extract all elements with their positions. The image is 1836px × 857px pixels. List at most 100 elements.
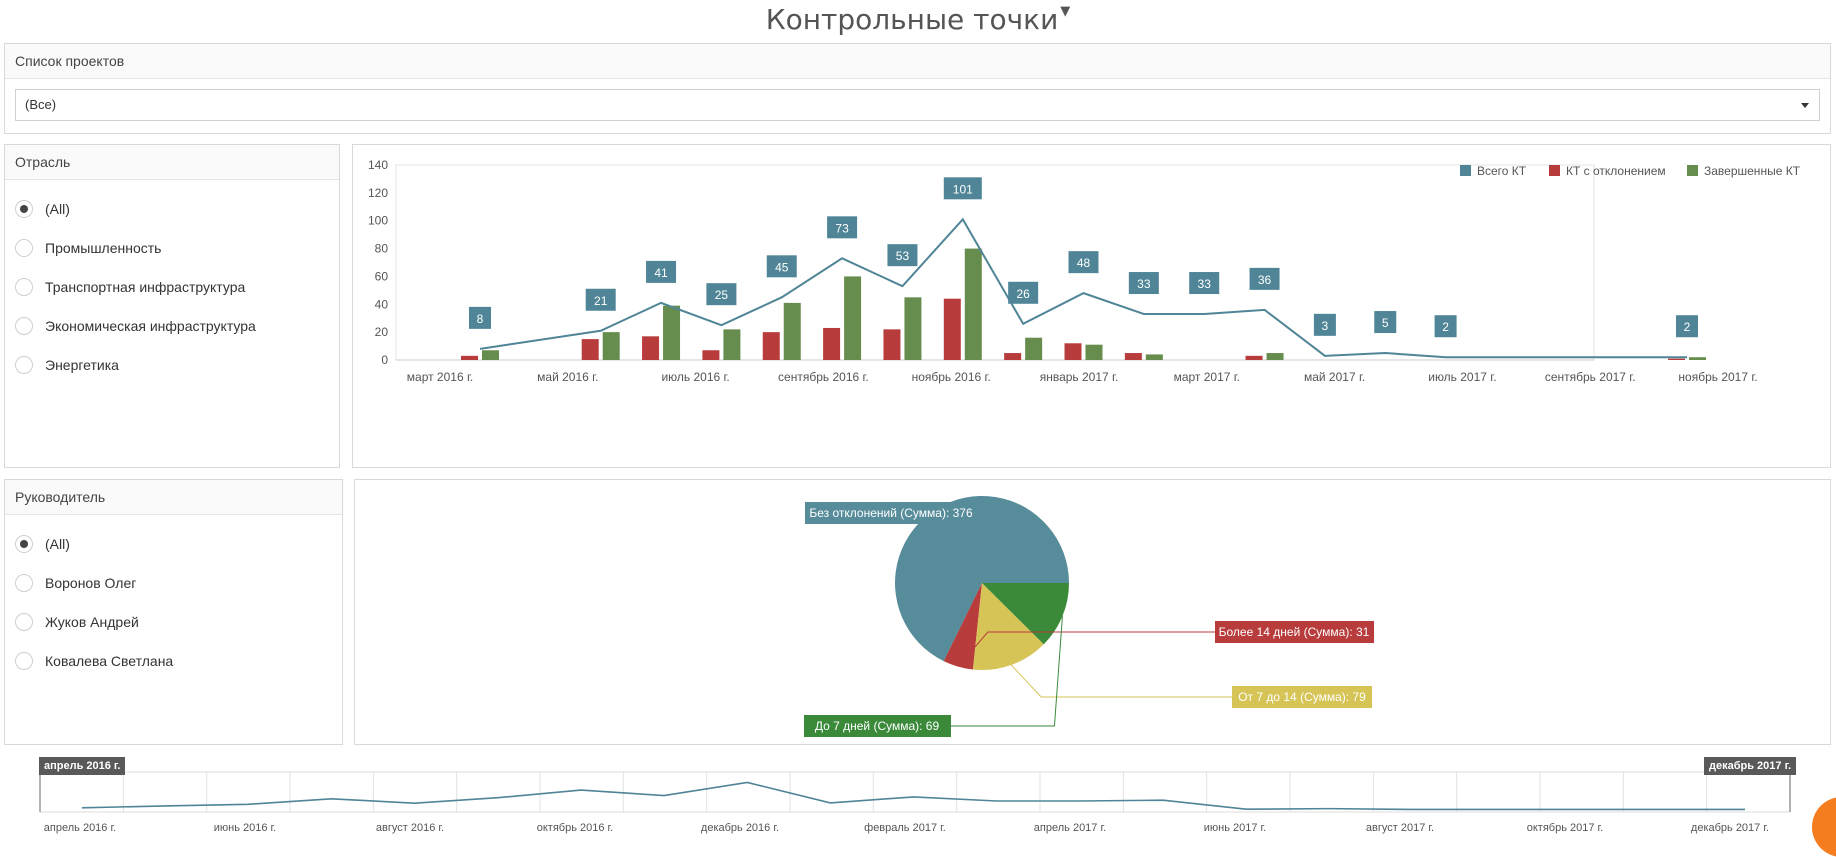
bar-deviation [1245, 355, 1263, 360]
data-label: 5 [1374, 311, 1397, 334]
data-label: 25 [706, 283, 737, 306]
data-label: 33 [1128, 272, 1159, 295]
timeline-tick-label: октябрь 2016 г. [537, 822, 614, 834]
bar-completed [602, 332, 620, 360]
bar-deviation [1124, 353, 1142, 360]
industry-option[interactable]: Энергетика [15, 345, 256, 384]
data-label-text: 73 [835, 221, 849, 235]
data-label: 33 [1189, 272, 1220, 295]
x-tick-label: сентябрь 2016 г. [778, 370, 869, 384]
y-tick-label: 20 [375, 325, 389, 339]
data-label: 73 [827, 216, 858, 239]
filter-icon[interactable]: ▼ [1060, 4, 1071, 19]
manager-option[interactable]: Ковалева Светлана [15, 641, 173, 680]
bar-completed [482, 350, 499, 360]
data-label-text: 33 [1198, 277, 1212, 291]
timeline-chart[interactable]: апрель 2016 г. июнь 2016 г. август 2016 г.… [0, 752, 1836, 843]
bar-deviation [1064, 343, 1082, 360]
industry-option[interactable]: Экономическая инфраструктура [15, 306, 256, 345]
y-tick-label: 120 [368, 186, 388, 200]
data-label-text: 2 [1684, 320, 1691, 334]
radio-button[interactable] [15, 316, 33, 335]
radio-button[interactable] [15, 534, 33, 553]
data-label: 45 [766, 255, 797, 278]
bar-deviation [1668, 358, 1685, 360]
data-label: 48 [1068, 251, 1099, 274]
milestones-bar-chart[interactable]: 0204060801001201408214125457353101264833… [353, 145, 1830, 467]
radio-button[interactable] [15, 651, 33, 670]
bar-completed [1266, 353, 1284, 360]
data-label-text: 2 [1442, 320, 1449, 334]
pie-label: Более 14 дней (Сумма): 31 [957, 621, 1374, 667]
bar-completed [1025, 337, 1043, 360]
y-tick-label: 0 [381, 353, 388, 367]
data-label: 41 [646, 260, 677, 283]
manager-option-label: Жуков Андрей [45, 613, 139, 630]
pie-slice [943, 583, 982, 670]
bar-chart-panel: 0 20 40 60 80 100 120 140 8 21 41 25 45 73 53 101 26 48 33… [352, 144, 1831, 468]
timeline-tick-label: февраль 2017 г. [864, 822, 946, 834]
manager-option[interactable]: Жуков Андрей [15, 602, 173, 641]
y-tick-label: 60 [375, 269, 389, 283]
chevron-down-icon[interactable] [1801, 103, 1809, 108]
deviation-pie-chart[interactable]: Без отклонений (Сумма): 376 Более 14 дней… [355, 480, 1830, 744]
x-tick-label: июль 2016 г. [661, 370, 729, 384]
data-label: 2 [1434, 315, 1457, 338]
timeline-tick-label: август 2016 г. [376, 822, 444, 834]
data-label: 101 [943, 177, 982, 200]
timeline-start-badge[interactable]: апрель 2016 г. [39, 757, 126, 775]
radio-button[interactable] [15, 355, 33, 374]
data-label-text: 33 [1137, 277, 1151, 291]
timeline-tick-label: декабрь 2016 г. [701, 822, 779, 834]
dashboard-title: Контрольные точки ▼ [0, 0, 1836, 40]
timeline-area [39, 771, 1791, 813]
bar-deviation [581, 339, 599, 360]
timeline-tick-label: август 2017 г. [1366, 822, 1434, 834]
radio-button[interactable] [15, 612, 33, 631]
bar-deviation [642, 336, 660, 360]
data-label: 26 [1008, 281, 1039, 304]
pie-slice [895, 496, 1069, 662]
industry-option[interactable]: Промышленность [15, 228, 256, 267]
projects-combobox[interactable]: (Все) [15, 89, 1820, 121]
y-tick-label: 40 [375, 297, 389, 311]
pie-label: От 7 до 14 (Сумма): 79 [1010, 664, 1372, 708]
industry-option[interactable]: (All) [15, 189, 256, 228]
timeline-end-badge[interactable]: декабрь 2017 г. [1704, 757, 1797, 775]
data-label-text: 53 [896, 249, 910, 263]
legend-item: КТ с отклонением [1549, 164, 1666, 178]
radio-button[interactable] [15, 199, 33, 218]
data-label-text: 36 [1258, 273, 1272, 287]
timeline-tick-label: декабрь 2017 г. [1691, 822, 1769, 834]
y-tick-label: 100 [368, 214, 388, 228]
industry-option[interactable]: Транспортная инфраструктура [15, 267, 256, 306]
bar-completed [1689, 357, 1706, 360]
projects-panel: Список проектов (Все) [4, 43, 1831, 134]
radio-button[interactable] [15, 277, 33, 296]
pie-label-text: Без отклонений (Сумма): 376 [809, 506, 973, 520]
timeline-tick-label: июнь 2016 г. [214, 822, 277, 834]
x-tick-label: январь 2017 г. [1040, 370, 1119, 384]
pie-label-text: Более 14 дней (Сумма): 31 [1219, 625, 1370, 639]
data-label-text: 21 [594, 294, 608, 308]
data-label-text: 41 [654, 266, 668, 280]
radio-button[interactable] [15, 573, 33, 592]
manager-option[interactable]: (All) [15, 524, 173, 563]
data-label-text: 48 [1077, 256, 1091, 270]
timeline-tick-label: июнь 2017 г. [1204, 822, 1267, 834]
timeline-range-selector[interactable]: апрель 2016 г. июнь 2016 г. август 2016 г.… [0, 752, 1836, 843]
projects-selected-value: (Все) [25, 97, 57, 112]
bar-deviation [1004, 353, 1022, 360]
y-tick-label: 80 [375, 242, 389, 256]
manager-option[interactable]: Воронов Олег [15, 563, 173, 602]
x-tick-label: май 2017 г. [1304, 370, 1365, 384]
radio-button[interactable] [15, 238, 33, 257]
industry-panel: Отрасль (All) Промышленность Транспортная … [4, 144, 340, 468]
line-total [479, 217, 1687, 359]
timeline-tick-label: апрель 2016 г. [44, 822, 116, 834]
manager-header: Руководитель [5, 480, 342, 515]
data-label-text: 8 [477, 312, 484, 326]
bar-completed [723, 329, 741, 360]
data-label-text: 101 [953, 182, 973, 196]
industry-header: Отрасль [5, 145, 339, 180]
